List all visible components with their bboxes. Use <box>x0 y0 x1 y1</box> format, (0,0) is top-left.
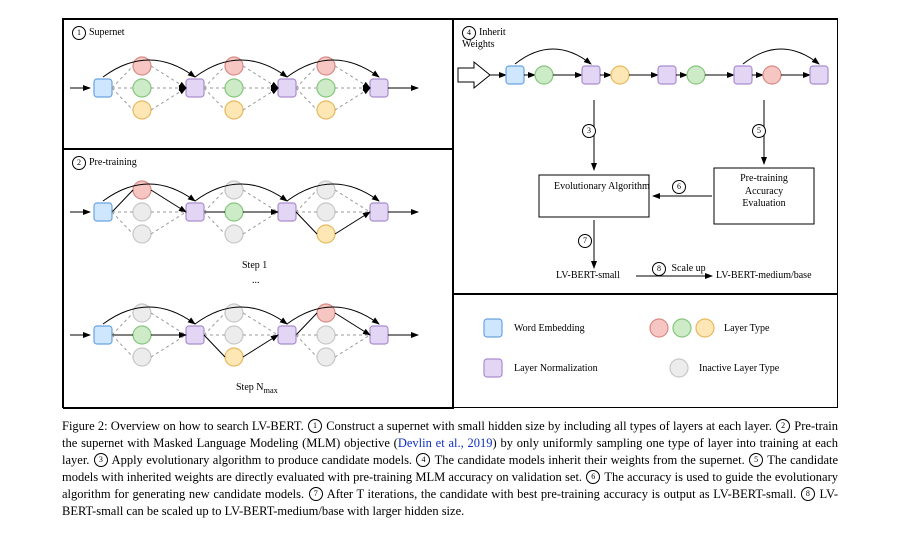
flow-svg <box>454 20 839 295</box>
legend-svg <box>454 295 839 410</box>
citation-link[interactable]: Devlin et al., 2019 <box>398 436 493 450</box>
legend-layer-type: Layer Type <box>724 323 769 334</box>
panel-pretraining: 2Pre-training Step 1 ... Step Nmax <box>63 149 453 409</box>
legend-layer-norm: Layer Normalization <box>514 363 598 374</box>
lvbert-small-label: LV-BERT-small <box>556 270 620 281</box>
cap-step-3: Apply evolutionary algorithm to produce … <box>112 453 413 467</box>
stepn-label: Step Nmax <box>236 382 278 395</box>
figure-label: Figure 2: <box>62 419 108 433</box>
figure-frame: 1Supernet 2Pre-training Step 1 ... Step … <box>62 18 838 408</box>
panel-supernet: 1Supernet <box>63 19 453 149</box>
panel-legend: Word Embedding Layer Normalization Layer… <box>453 294 838 409</box>
panel-right-top: 4Inherit Weights Evolutionary Algorithm … <box>453 19 838 294</box>
cap-step-7: After T iterations, the candidate with b… <box>327 487 796 501</box>
step1-label: Step 1 <box>242 260 267 271</box>
cap-step-1: Construct a supernet with small hidden s… <box>326 419 772 433</box>
acc-box-label: Pre-trainingAccuracyEvaluation <box>722 173 806 211</box>
figure-caption: Figure 2: Overview on how to search LV-B… <box>62 418 838 520</box>
legend-word-embedding: Word Embedding <box>514 323 585 334</box>
lvbert-medium-label: LV-BERT-medium/base <box>716 270 812 281</box>
scaleup-label: Scale up <box>672 263 706 274</box>
supernet-svg <box>64 20 454 150</box>
caption-lead: Overview on how to search LV-BERT. <box>111 419 304 433</box>
cap-step-4: The candidate models inherit their weigh… <box>435 453 745 467</box>
legend-inactive-layer-type: Inactive Layer Type <box>699 363 779 374</box>
evo-box-label: Evolutionary Algorithm <box>554 181 634 194</box>
